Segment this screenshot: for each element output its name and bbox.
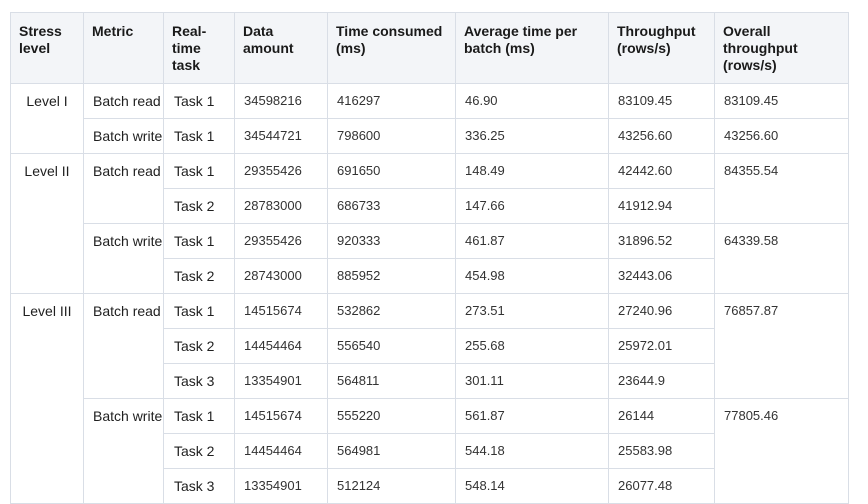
table-row: Batch write Task 1 34544721 798600 336.25 432…	[11, 118, 849, 154]
average-time-cell: 548.14	[455, 468, 609, 504]
task-cell: Task 3	[163, 468, 235, 504]
average-time-cell: 273.51	[455, 293, 609, 329]
task-cell: Task 2	[163, 188, 235, 224]
task-cell: Task 1	[163, 398, 235, 434]
table-container: Stress level Metric Real-time task Data …	[10, 12, 849, 504]
header-time-consumed: Time consumed (ms)	[327, 12, 456, 84]
header-throughput: Throughput (rows/s)	[608, 12, 715, 84]
metric-cell: Batch read	[83, 83, 164, 119]
data-amount-cell: 13354901	[234, 468, 328, 504]
data-amount-cell: 14454464	[234, 433, 328, 469]
time-consumed-cell: 564811	[327, 363, 456, 399]
throughput-cell: 25972.01	[608, 328, 715, 364]
average-time-cell: 148.49	[455, 153, 609, 189]
time-consumed-cell: 532862	[327, 293, 456, 329]
header-metric: Metric	[83, 12, 164, 84]
time-consumed-cell: 556540	[327, 328, 456, 364]
table-row: Task 2 14454464 564981 544.18 25583.98	[11, 433, 849, 469]
task-cell: Task 2	[163, 258, 235, 294]
stress-level-cell: Level III	[10, 293, 84, 504]
throughput-cell: 41912.94	[608, 188, 715, 224]
time-consumed-cell: 798600	[327, 118, 456, 154]
average-time-cell: 46.90	[455, 83, 609, 119]
task-cell: Task 1	[163, 293, 235, 329]
time-consumed-cell: 686733	[327, 188, 456, 224]
table-header: Stress level Metric Real-time task Data …	[10, 12, 849, 84]
metric-cell: Batch read	[83, 293, 164, 399]
throughput-cell: 23644.9	[608, 363, 715, 399]
throughput-cell: 83109.45	[608, 83, 715, 119]
table-row: Level I Batch read Task 1 34598216 416297 46.…	[10, 83, 849, 154]
table-body: Level I Batch read Task 1 34598216 416297 46.…	[10, 83, 849, 504]
table-row: Batch write Task 1 14515674 555220 561.87 261…	[11, 398, 849, 504]
task-cell: Task 1	[163, 118, 235, 154]
throughput-cell: 43256.60	[608, 118, 715, 154]
throughput-cell: 42442.60	[608, 153, 715, 189]
table-row: Batch write Task 1 29355426 920333 461.87 318…	[11, 223, 849, 294]
throughput-cell: 32443.06	[608, 258, 715, 294]
average-time-cell: 454.98	[455, 258, 609, 294]
metric-cell: Batch read	[83, 153, 164, 224]
data-amount-cell: 28783000	[234, 188, 328, 224]
time-consumed-cell: 512124	[327, 468, 456, 504]
table-row: Task 3 13354901 564811 301.11 23644.9	[11, 363, 849, 399]
header-average-time: Average time per batch (ms)	[455, 12, 609, 84]
throughput-cell: 26077.48	[608, 468, 715, 504]
data-amount-cell: 13354901	[234, 363, 328, 399]
metric-cell: Batch write	[83, 398, 164, 504]
task-cell: Task 3	[163, 363, 235, 399]
time-consumed-cell: 691650	[327, 153, 456, 189]
average-time-cell: 461.87	[455, 223, 609, 259]
average-time-cell: 255.68	[455, 328, 609, 364]
average-time-cell: 147.66	[455, 188, 609, 224]
table-row: Task 2 28783000 686733 147.66 41912.94	[11, 188, 849, 224]
table-row: Level II Batch read Task 1 29355426 691650 14…	[10, 153, 849, 294]
data-amount-cell: 34544721	[234, 118, 328, 154]
header-stress-level: Stress level	[10, 12, 84, 84]
performance-table: Stress level Metric Real-time task Data …	[10, 12, 849, 504]
task-cell: Task 2	[163, 433, 235, 469]
overall-throughput-cell: 76857.87	[714, 293, 849, 399]
overall-throughput-cell: 43256.60	[714, 118, 849, 154]
average-time-cell: 301.11	[455, 363, 609, 399]
stress-level-cell: Level I	[10, 83, 84, 154]
data-amount-cell: 28743000	[234, 258, 328, 294]
throughput-cell: 26144	[608, 398, 715, 434]
overall-throughput-cell: 83109.45	[714, 83, 849, 119]
table-row: Task 2 28743000 885952 454.98 32443.06	[11, 258, 849, 294]
overall-throughput-cell: 64339.58	[714, 223, 849, 294]
time-consumed-cell: 555220	[327, 398, 456, 434]
metric-cell: Batch write	[83, 223, 164, 294]
time-consumed-cell: 920333	[327, 223, 456, 259]
table-row: Task 2 14454464 556540 255.68 25972.01	[11, 328, 849, 364]
throughput-cell: 25583.98	[608, 433, 715, 469]
stress-level-cell: Level II	[10, 153, 84, 294]
throughput-cell: 31896.52	[608, 223, 715, 259]
data-amount-cell: 34598216	[234, 83, 328, 119]
time-consumed-cell: 416297	[327, 83, 456, 119]
time-consumed-cell: 885952	[327, 258, 456, 294]
task-cell: Task 1	[163, 223, 235, 259]
throughput-cell: 27240.96	[608, 293, 715, 329]
header-overall-throughput: Overall throughput (rows/s)	[714, 12, 849, 84]
table-row: Level III Batch read Task 1 14515674 532862 2…	[10, 293, 849, 504]
task-cell: Task 1	[163, 153, 235, 189]
data-amount-cell: 29355426	[234, 153, 328, 189]
average-time-cell: 336.25	[455, 118, 609, 154]
header-real-time-task: Real-time task	[163, 12, 235, 84]
data-amount-cell: 29355426	[234, 223, 328, 259]
data-amount-cell: 14515674	[234, 293, 328, 329]
time-consumed-cell: 564981	[327, 433, 456, 469]
data-amount-cell: 14515674	[234, 398, 328, 434]
header-data-amount: Data amount	[234, 12, 328, 84]
average-time-cell: 544.18	[455, 433, 609, 469]
average-time-cell: 561.87	[455, 398, 609, 434]
metric-cell: Batch write	[83, 118, 164, 154]
data-amount-cell: 14454464	[234, 328, 328, 364]
header-row: Stress level Metric Real-time task Data …	[10, 12, 849, 84]
overall-throughput-cell: 84355.54	[714, 153, 849, 224]
task-cell: Task 2	[163, 328, 235, 364]
overall-throughput-cell: 77805.46	[714, 398, 849, 504]
task-cell: Task 1	[163, 83, 235, 119]
